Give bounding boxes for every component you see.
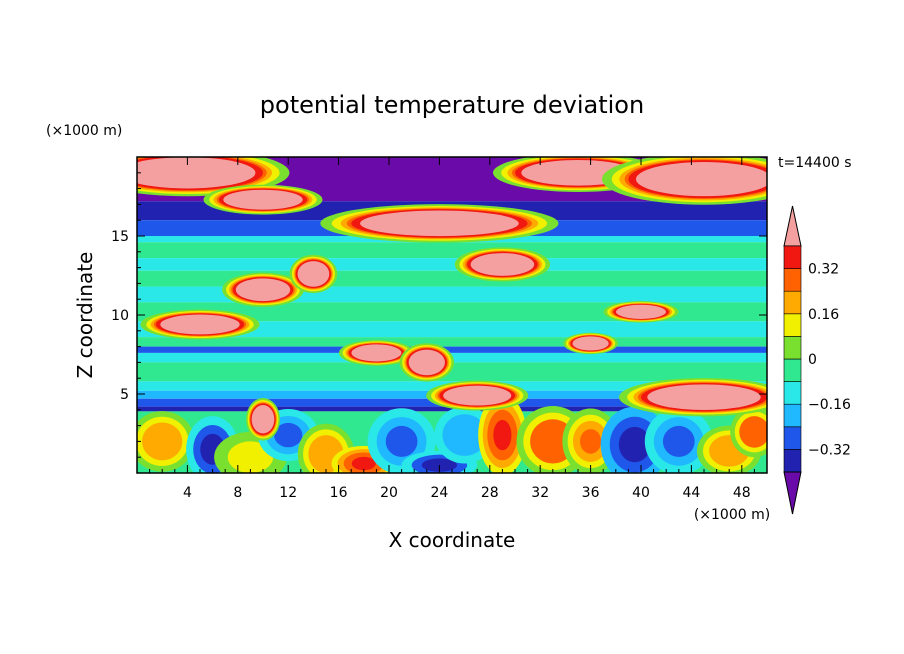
field-blob	[745, 422, 764, 442]
field-blob	[315, 442, 337, 466]
warm-patch	[251, 405, 275, 434]
x-tick-label: 24	[430, 485, 448, 501]
colorbar-tick-label: 0	[808, 352, 817, 368]
colorbar-segment	[783, 426, 802, 450]
field-band	[137, 242, 767, 259]
field-band	[137, 346, 767, 353]
colorbar-extend-bottom	[783, 471, 802, 515]
field-blob	[493, 419, 512, 451]
x-tick-label: 20	[380, 485, 398, 501]
colorbar-tick-label: 0.32	[808, 262, 839, 278]
warm-patch	[572, 336, 609, 351]
field-blob	[274, 422, 303, 448]
x-tick-label: 36	[582, 485, 600, 501]
x-tick-label: 4	[183, 485, 192, 501]
warm-patch	[443, 385, 512, 406]
warm-patch	[235, 278, 291, 302]
x-axis-label: X coordinate	[389, 528, 516, 552]
colorbar-segment	[783, 313, 802, 337]
warm-patch	[470, 253, 535, 276]
colorbar-tick-label: 0.16	[808, 307, 839, 323]
chart-title: potential temperature deviation	[260, 91, 644, 119]
colorbar-segment	[783, 336, 802, 360]
warm-patch	[616, 304, 666, 319]
field-band	[137, 337, 767, 347]
y-tick-label: 5	[120, 387, 129, 403]
field-band	[137, 406, 767, 412]
y-tick-label: 15	[111, 229, 129, 245]
field-blob	[450, 421, 479, 449]
field-band	[137, 362, 767, 382]
colorbar-extend-top	[783, 205, 802, 247]
field-band	[137, 321, 767, 338]
warm-patch	[160, 314, 240, 335]
x-tick-label: 44	[682, 485, 700, 501]
y-tick-label: 10	[111, 308, 129, 324]
x-tick-label: 28	[481, 485, 499, 501]
colorbar-segment	[783, 268, 802, 292]
warm-patch	[297, 261, 330, 287]
colorbar-segment	[783, 245, 802, 269]
warm-patch	[223, 189, 303, 210]
colorbar-segment	[783, 358, 802, 382]
warm-patch	[647, 384, 761, 410]
x-tick-label: 8	[233, 485, 242, 501]
colorbar-tick-label: −0.16	[808, 397, 851, 413]
colorbar-tick-label: −0.32	[808, 442, 851, 458]
warm-patch	[635, 162, 767, 197]
colorbar: 0.32 0.16 0 −0.16 −0.32	[783, 205, 851, 515]
x-tick-label: 48	[733, 485, 751, 501]
x-tick-label: 16	[330, 485, 348, 501]
warm-patch	[408, 349, 445, 376]
y-unit-label: (×1000 m)	[46, 123, 122, 139]
time-label: t=14400 s	[778, 155, 852, 171]
warm-patch	[137, 157, 256, 189]
colorbar-segment	[783, 381, 802, 405]
colorbar-segment	[783, 403, 802, 428]
field-blob	[539, 428, 567, 455]
warm-patch	[360, 210, 519, 237]
x-tick-label: 12	[279, 485, 297, 501]
x-tick-label: 32	[531, 485, 549, 501]
field-blob	[385, 425, 418, 457]
field-band	[137, 258, 767, 271]
field-blob	[618, 426, 651, 463]
field-blob	[662, 425, 695, 457]
field-blob	[236, 447, 265, 467]
colorbar-segment	[783, 290, 802, 315]
field-blob	[150, 430, 175, 453]
field-blob	[351, 456, 376, 471]
x-axis: 4 8 12 16 20 24 28 32 36 40 44 48	[149, 157, 755, 501]
x-tick-label: 40	[632, 485, 650, 501]
field-blob	[580, 429, 602, 454]
contour-field	[137, 157, 767, 473]
x-unit-label: (×1000 m)	[694, 507, 770, 523]
y-axis: 5 10 15	[111, 172, 767, 458]
colorbar-segment	[783, 449, 802, 473]
y-axis-label: Z coordinate	[73, 252, 97, 379]
warm-patch	[351, 344, 402, 362]
